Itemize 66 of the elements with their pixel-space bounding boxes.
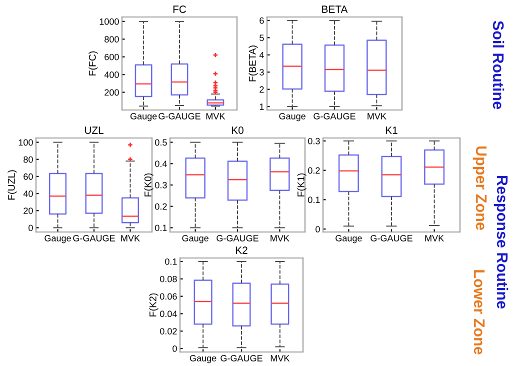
y-tick-label: 0.1 — [155, 224, 167, 232]
y-tick-label: 4 — [259, 52, 264, 58]
y-tick-label: 6 — [260, 17, 264, 24]
y-tick-label: 1 — [260, 104, 264, 110]
x-tick-label: G-GAUGE — [73, 235, 115, 242]
x-tick-label: MVK — [270, 355, 290, 362]
y-axis-title: F(BETA) — [248, 46, 258, 82]
x-tick-label: G-GAUGE — [220, 355, 262, 362]
x-tick-label: MVK — [425, 235, 444, 242]
y-tick-label: 600 — [104, 54, 119, 60]
y-axis-title: F(K0) — [144, 173, 154, 196]
y-tick-label: 0.02 — [160, 328, 177, 334]
x-tick-label: Gauge — [130, 113, 157, 122]
y-tick-label: 80 — [24, 156, 33, 163]
y-tick-label: 0.3 — [155, 182, 167, 188]
y-tick-label: 0.06 — [160, 293, 177, 300]
y-axis-title: F(UZL) — [8, 170, 17, 200]
y-tick-label: 0.04 — [160, 310, 177, 318]
y-tick-label: 0.1 — [308, 196, 320, 204]
y-tick-label: 0.5 — [155, 139, 167, 146]
x-tick-label: MVK — [270, 235, 290, 242]
y-tick-label: 400 — [104, 72, 119, 78]
text: Soil Routine — [492, 20, 504, 110]
chart-title: K1 — [386, 126, 398, 134]
y-tick-label: 2 — [260, 86, 264, 93]
y-tick-label: 60 — [24, 173, 33, 180]
x-tick-label: G-GAUGE — [370, 235, 412, 242]
x-tick-label: G-GAUGE — [216, 235, 258, 242]
x-tick-label: MVK — [121, 235, 140, 242]
y-tick-label: 5 — [260, 34, 264, 42]
y-tick-label: 0.2 — [308, 167, 320, 174]
y-tick-label: 0.3 — [308, 138, 320, 144]
text: Response Routine — [494, 176, 508, 309]
y-tick-label: 1000 — [100, 18, 119, 25]
y-tick-label: 0.2 — [155, 203, 167, 210]
y-axis-title: F(K1) — [297, 173, 306, 196]
chart-title: BETA — [322, 6, 348, 13]
x-tick-label: Gauge — [279, 113, 306, 122]
text: Lower Zone — [474, 270, 485, 354]
y-axis-title: F(FC) — [88, 51, 98, 76]
y-tick-label: 40 — [23, 190, 33, 197]
text: Upper Zone — [472, 146, 487, 230]
y-tick-label: 0.1 — [165, 258, 177, 265]
x-tick-label: Gauge — [44, 235, 71, 244]
x-tick-label: Gauge — [182, 235, 208, 244]
y-tick-label: 0.4 — [155, 160, 167, 167]
y-tick-label: 200 — [104, 89, 119, 96]
y-tick-label: 0 — [28, 224, 33, 232]
x-tick-label: G-GAUGE — [158, 113, 200, 120]
chart-title: K0 — [232, 126, 244, 134]
chart-title: FC — [173, 6, 186, 13]
x-tick-label: Gauge — [336, 235, 362, 244]
x-tick-label: G-GAUGE — [314, 113, 356, 120]
x-tick-label: MVK — [368, 113, 386, 120]
y-tick-label: 3 — [260, 69, 264, 76]
x-tick-label: MVK — [206, 113, 226, 120]
chart-title: UZL — [84, 126, 104, 134]
y-tick-label: 0.08 — [160, 276, 177, 282]
y-tick-label: 20 — [24, 208, 33, 214]
y-axis-title: F(K2) — [149, 293, 158, 316]
x-tick-label: Gauge — [190, 355, 216, 364]
chart-title: K2 — [236, 246, 248, 254]
y-tick-label: 100 — [18, 139, 33, 146]
y-tick-label: 800 — [104, 36, 119, 43]
y-tick-label: 0 — [316, 226, 320, 232]
y-tick-label: 0 — [172, 345, 177, 352]
